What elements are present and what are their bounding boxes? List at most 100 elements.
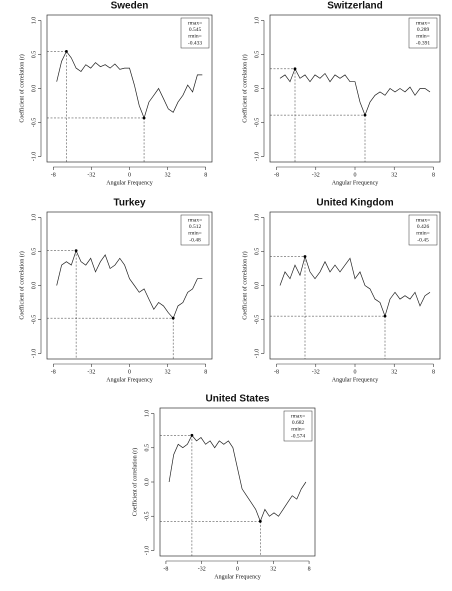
y-tick-label: 1.0	[31, 17, 37, 25]
extreme-point	[171, 316, 175, 320]
annotation-text: 0.512	[189, 224, 202, 230]
x-axis-label: Angular Frequency	[106, 377, 153, 383]
y-tick-label: 0.0	[254, 85, 260, 93]
annotation-box	[408, 214, 438, 246]
y-tick-label: 0.5	[31, 51, 37, 59]
x-tick-label: 0	[128, 172, 131, 178]
y-axis-label: Coefficient of correlation (r)	[241, 54, 248, 122]
y-axis-label: Coefficient of correlation (r)	[131, 448, 138, 516]
annotation-text: rmin=	[416, 231, 430, 237]
y-tick-label: 0.5	[254, 51, 260, 59]
extreme-point	[74, 249, 78, 253]
y-tick-label: 0.5	[144, 444, 150, 452]
annotation-text: -0.574	[291, 433, 305, 439]
correlation-line	[56, 249, 203, 319]
chart-panel: Switzerland Coefficient of correlation (r…	[241, 1, 441, 186]
chart-panel: United Kingdom Coefficient of correlation…	[241, 198, 441, 383]
y-tick-label: 1.0	[254, 17, 260, 25]
y-tick-label: -1.0	[31, 349, 37, 359]
y-tick-label: -0.5	[144, 512, 150, 522]
annotation-text: 0.426	[417, 224, 430, 230]
y-tick-label: 1.0	[31, 214, 37, 222]
plot-frame	[46, 211, 213, 360]
annotation-box	[408, 17, 438, 49]
x-tick-label: -8	[51, 172, 56, 178]
extreme-point	[258, 519, 262, 523]
y-tick-label: 0.0	[144, 478, 150, 486]
y-axis-label: Coefficient of correlation (r)	[18, 54, 25, 122]
y-tick-label: -0.5	[254, 118, 260, 128]
y-tick-label: 0.0	[31, 282, 37, 290]
chart-panel: United States Coefficient of correlation …	[131, 394, 316, 580]
annotation-text: rmax=	[291, 413, 305, 419]
x-tick-label: 8	[432, 172, 435, 178]
annotation-text: rmax=	[188, 217, 202, 223]
x-tick-label: 32	[165, 369, 171, 375]
annotation-box	[283, 410, 313, 442]
x-tick-label: -32	[198, 566, 206, 572]
extreme-point	[303, 255, 307, 258]
x-tick-label: -8	[274, 172, 279, 178]
x-tick-label: 32	[165, 172, 171, 178]
annotation-text: rmin=	[291, 427, 305, 433]
x-axis-label: Angular Frequency	[214, 574, 261, 580]
annotation-text: rmin=	[188, 34, 202, 40]
y-tick-label: -1.0	[254, 349, 260, 359]
annotation-text: 0.682	[292, 420, 305, 426]
y-tick-label: 0.5	[31, 248, 37, 256]
annotation-text: -0.45	[417, 237, 429, 243]
annotation-box	[180, 17, 210, 49]
x-axis-label: Angular Frequency	[332, 377, 379, 383]
annotation-text: 0.289	[417, 27, 430, 33]
x-tick-label: 0	[236, 566, 239, 572]
annotation-text: rmax=	[188, 20, 202, 26]
extreme-point	[142, 116, 146, 120]
plot-frame	[46, 14, 213, 163]
x-axis-label: Angular Frequency	[332, 180, 379, 186]
x-tick-label: 32	[270, 566, 276, 572]
chart-title: United States	[206, 394, 270, 405]
extreme-point	[383, 314, 387, 318]
x-tick-label: 8	[204, 172, 207, 178]
annotation-text: -0.433	[188, 40, 202, 46]
correlation-line	[56, 50, 203, 120]
y-tick-label: -1.0	[144, 546, 150, 556]
chart-title: United Kingdom	[316, 198, 393, 209]
x-axis-label: Angular Frequency	[106, 180, 153, 186]
y-tick-label: 0.5	[254, 248, 260, 256]
annotation-box	[180, 214, 210, 246]
annotation-text: rmax=	[416, 20, 430, 26]
x-tick-label: -32	[312, 172, 320, 178]
x-tick-label: -32	[87, 369, 95, 375]
correlation-line	[279, 67, 431, 117]
y-tick-label: 0.0	[31, 85, 37, 93]
x-tick-label: -32	[312, 369, 320, 375]
x-tick-label: 8	[432, 369, 435, 375]
y-tick-label: -1.0	[254, 152, 260, 162]
x-tick-label: -32	[87, 172, 95, 178]
plot-frame	[159, 407, 316, 557]
x-tick-label: 8	[204, 369, 207, 375]
extreme-point	[65, 50, 68, 53]
chart-title: Sweden	[111, 1, 149, 12]
chart-panel: Turkey Coefficient of correlation (r) Angu…	[18, 198, 213, 383]
y-tick-label: -1.0	[31, 152, 37, 162]
x-tick-label: -8	[274, 369, 279, 375]
x-tick-label: 0	[354, 369, 357, 375]
y-axis-label: Coefficient of correlation (r)	[18, 251, 25, 319]
annotation-text: rmin=	[416, 34, 430, 40]
x-tick-label: 0	[128, 369, 131, 375]
annotation-text: rmin=	[188, 231, 202, 237]
chart-title: Turkey	[113, 198, 145, 209]
y-tick-label: 0.0	[254, 282, 260, 290]
annotation-text: -0.48	[189, 237, 201, 243]
correlation-line	[279, 255, 431, 318]
annotation-text: -0.391	[416, 40, 430, 46]
y-tick-label: 1.0	[254, 214, 260, 222]
x-tick-label: 8	[308, 566, 311, 572]
extreme-point	[363, 113, 367, 117]
correlation-line	[168, 434, 307, 523]
chart-title: Switzerland	[327, 1, 383, 12]
x-tick-label: 32	[391, 369, 397, 375]
